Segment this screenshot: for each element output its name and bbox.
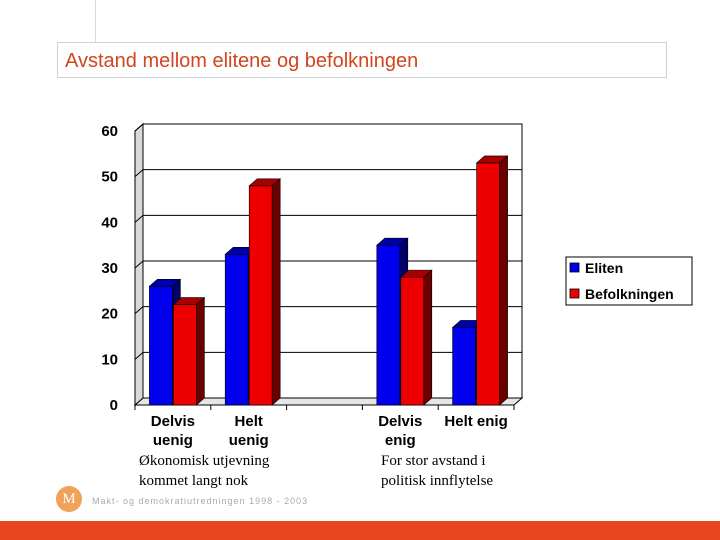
bar-side (423, 269, 433, 406)
gridline-depth (134, 306, 144, 315)
x-category-label: Helt enig (444, 413, 507, 430)
group-label-economic: Økonomisk utjevning kommet langt nok (139, 451, 269, 491)
bar-front (149, 285, 173, 406)
group-label-economic-line1: Økonomisk utjevning (139, 453, 270, 469)
title-box: Avstand mellom elitene og befolkningen (57, 42, 667, 78)
y-axis-ticks: 0 10 20 30 40 50 60 (101, 123, 118, 414)
x-axis-categories: Delvis uenig Helt uenig Delvis enig Helt enig (134, 405, 515, 449)
bar-front (476, 162, 500, 406)
bottom-bar (0, 521, 720, 540)
y-tick-label: 30 (101, 260, 118, 277)
legend: Eliten Befolkningen (565, 256, 693, 306)
footer-text: Makt- og demokratiutredningen 1998 - 200… (92, 496, 309, 506)
group-label-economic-line2: kommet langt nok (139, 473, 249, 489)
bar-befolkningen-0 (172, 296, 206, 406)
bar-befolkningen-1 (248, 178, 281, 406)
bar-front (376, 244, 401, 406)
page-title: Avstand mellom elitene og befolkningen (65, 50, 419, 72)
x-category-label: uenig (229, 432, 269, 449)
group-label-political-line2: politisk innflytelse (381, 473, 494, 489)
gridline-depth (134, 169, 144, 178)
group-label-political: For stor avstand i politisk innflytelse (381, 451, 493, 491)
bar-side (499, 155, 508, 406)
legend-box (565, 256, 693, 306)
gridline-depth (134, 214, 144, 223)
x-category-label: enig (385, 432, 416, 449)
bar-front (452, 327, 476, 406)
bar-side (196, 296, 205, 406)
gridline-depth (134, 260, 144, 269)
legend-swatch-eliten (569, 262, 580, 273)
bar-befolkningen-4 (475, 155, 509, 406)
bar-front (224, 254, 249, 406)
logo: M (56, 486, 82, 512)
gridline-depth (134, 123, 144, 132)
y-tick-label: 40 (101, 214, 118, 231)
x-category-label: Delvis (378, 413, 422, 430)
legend-label-eliten: Eliten (585, 260, 623, 276)
y-tick-label: 60 (101, 123, 118, 140)
y-tick-label: 20 (101, 306, 118, 323)
plot-area (133, 122, 524, 407)
y-tick-label: 10 (101, 351, 118, 368)
legend-label-befolkningen: Befolkningen (585, 286, 674, 302)
y-tick-label: 0 (110, 397, 118, 414)
bar-front (400, 276, 425, 406)
gridline-depth (134, 351, 144, 360)
bar-front (173, 304, 197, 406)
legend-swatch-befolkningen (569, 288, 580, 299)
y-tick-label: 50 (101, 169, 118, 186)
group-label-political-line1: For stor avstand i (381, 453, 486, 469)
x-category-label: Helt (235, 413, 263, 430)
bar-front (248, 185, 273, 406)
bar-side (271, 178, 281, 406)
bar-befolkningen-3 (400, 269, 433, 406)
top-divider (95, 0, 96, 42)
x-category-label: Delvis (151, 413, 195, 430)
x-category-label: uenig (153, 432, 193, 449)
